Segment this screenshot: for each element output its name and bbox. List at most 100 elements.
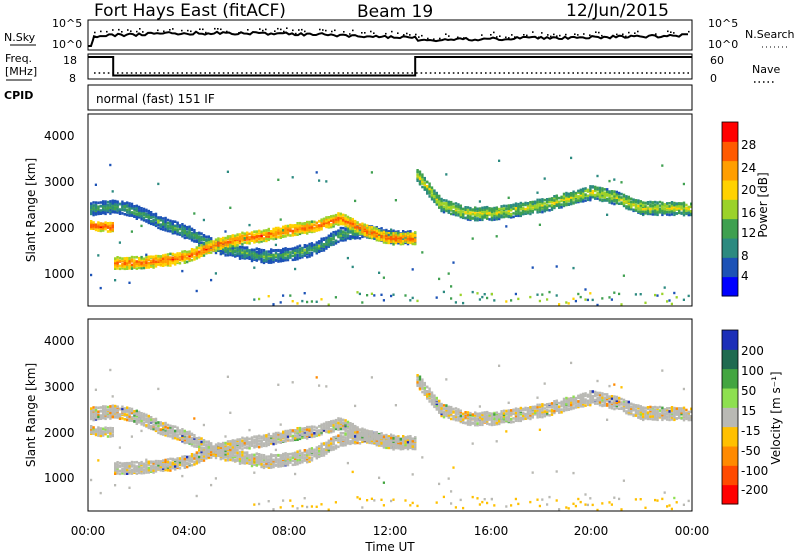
velocity-cell [207, 448, 210, 451]
power-cell [214, 240, 218, 243]
power-cell [162, 254, 165, 257]
velocity-cell [306, 460, 309, 464]
power-cell [111, 204, 114, 207]
power-cell [327, 218, 330, 221]
power-cell [524, 201, 527, 205]
power-cell [651, 207, 654, 211]
power-cell [637, 207, 640, 211]
velocity-cell [320, 449, 323, 453]
power-cell [109, 208, 112, 211]
velocity-cell [171, 433, 174, 436]
power-cell [234, 234, 237, 238]
velocity-cell [231, 449, 234, 453]
power-cell [238, 236, 242, 240]
velocity-cell [330, 437, 333, 441]
power-cell [145, 212, 148, 216]
velocity-cell [255, 463, 258, 467]
velocity-cell [140, 423, 143, 426]
power-cell [620, 196, 623, 199]
power-cell [238, 257, 242, 260]
power-cell [277, 232, 280, 236]
power-cell [625, 206, 628, 210]
velocity-cell [308, 460, 311, 463]
power-cell [445, 173, 448, 176]
power-cell [267, 250, 270, 253]
power-cell [325, 243, 328, 246]
power-cell [524, 209, 527, 213]
velocity-cell [181, 458, 184, 461]
noise-point [142, 31, 144, 33]
power-cell [351, 222, 354, 226]
power-cell [397, 240, 400, 243]
power-cell [147, 209, 150, 213]
power-cell [330, 234, 333, 237]
noise-point [190, 30, 192, 33]
power-cell [147, 266, 150, 269]
power-cell [162, 262, 165, 265]
power-cell [452, 261, 455, 264]
velocity-cell [241, 459, 244, 462]
power-cell [118, 256, 122, 260]
power-cell [541, 205, 544, 209]
velocity-cell [346, 433, 350, 437]
power-cell [322, 217, 326, 221]
power-cell [181, 259, 184, 262]
power-cell [678, 206, 681, 210]
power-cell [178, 253, 182, 257]
power-cell [560, 199, 563, 203]
velocity-cell [301, 459, 304, 462]
velocity-cell [318, 447, 321, 450]
power-cell [390, 240, 393, 243]
power-cell [188, 227, 191, 231]
power-cell [291, 176, 294, 179]
power-cell [164, 260, 167, 263]
noise-point [238, 32, 240, 34]
power-cell [337, 212, 340, 215]
power-cell [248, 242, 251, 245]
velocity-cell [154, 421, 158, 425]
power-cell [392, 243, 395, 246]
power-cell [639, 202, 642, 205]
power-cell [462, 215, 465, 218]
power-cell [380, 234, 383, 237]
power-cell [661, 164, 664, 167]
power-cell [109, 221, 112, 225]
beam-title: Beam 19 [357, 2, 433, 22]
power-cell [145, 258, 148, 261]
power-cell [327, 238, 330, 242]
velocity-cell [205, 454, 208, 458]
power-cell [418, 170, 422, 174]
power-cell [94, 206, 98, 209]
power-cell [567, 192, 570, 196]
power-cell [195, 246, 198, 249]
power-cell [318, 244, 321, 248]
power-cell [382, 276, 385, 279]
velocity-cell [344, 438, 347, 442]
noise-point [286, 27, 288, 29]
power-cell [644, 212, 647, 215]
power-cell [481, 211, 484, 215]
power-cell [214, 272, 217, 275]
power-cell [250, 233, 254, 236]
power-cell [166, 225, 170, 228]
velocity-cell [176, 426, 179, 430]
noise-point [589, 34, 591, 36]
velocity-cell [90, 409, 93, 412]
velocity-cell [320, 442, 323, 446]
power-cell [262, 261, 266, 265]
power-cell [241, 245, 244, 249]
power-cell [147, 255, 150, 259]
power-cell [224, 239, 227, 243]
power-cell [454, 213, 458, 217]
power-cell [433, 189, 436, 192]
velocity-cell [327, 439, 330, 443]
velocity-cell [133, 464, 136, 467]
velocity-cell [198, 445, 201, 448]
noise-point [448, 35, 450, 37]
power-cell [550, 208, 554, 211]
velocity-cell [284, 440, 287, 443]
velocity-cell [346, 423, 350, 427]
power-cell [219, 252, 222, 256]
velocity-cell [243, 457, 246, 461]
noise-point [259, 28, 261, 30]
